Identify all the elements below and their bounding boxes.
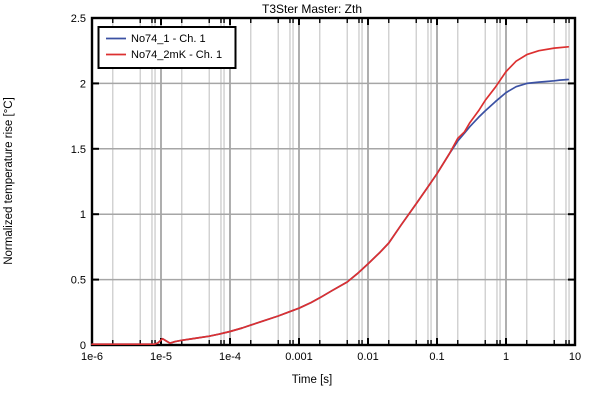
y-tick-label: 2.5: [71, 13, 86, 25]
x-tick-label: 1e-6: [81, 351, 103, 363]
axis-ticks: [92, 18, 575, 345]
y-tick-label: 2: [80, 78, 86, 90]
legend-box: [97, 26, 237, 69]
x-tick-label: 0.01: [357, 351, 378, 363]
x-tick-label: 10: [569, 351, 581, 363]
series-lines: [91, 45, 570, 346]
y-tick-label: 1.5: [71, 144, 86, 156]
plot-frame: [90, 16, 577, 347]
x-tick-label: 0.1: [429, 351, 444, 363]
x-tick-label: 1e-5: [150, 351, 172, 363]
chart-title: T3Ster Master: Zth: [262, 2, 362, 16]
x-tick-label: 1e-4: [219, 351, 241, 363]
y-tick-label: 0: [80, 340, 86, 352]
x-tick-label: 1: [503, 351, 509, 363]
legend-label-series1: No74_1 - Ch. 1: [131, 33, 206, 45]
series-line-no74_2mk: [91, 45, 570, 346]
y-tick-label: 0.5: [71, 275, 86, 287]
legend: No74_1 - Ch. 1 No74_2mK - Ch. 1: [97, 26, 237, 69]
gridlines: [92, 18, 575, 345]
y-axis-label: Normalized temperature rise [°C]: [3, 97, 15, 265]
x-axis-label: Time [s]: [292, 374, 332, 386]
x-tick-label: 0.001: [285, 351, 313, 363]
legend-label-series2: No74_2mK - Ch. 1: [131, 49, 222, 61]
y-tick-label: 1: [80, 209, 86, 221]
axis-tick-labels: 0 0.5 1 1.5 2 2.5 1e-6 1e-5 1e-4 0.001 0.01 0.1 1 10: [71, 13, 581, 363]
